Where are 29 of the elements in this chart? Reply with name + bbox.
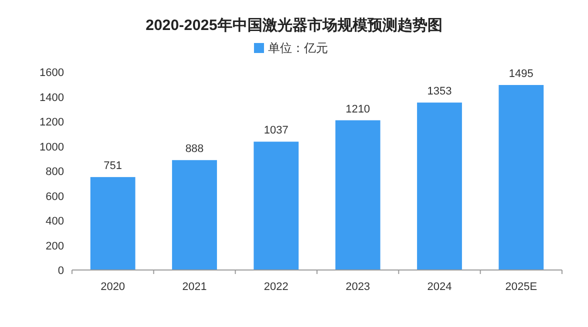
data-label: 1210 [346,103,370,116]
y-tick-label: 400 [46,216,64,228]
y-tick-label: 0 [58,265,64,277]
bar [172,160,217,270]
bar [417,102,462,270]
x-tick-label: 2021 [182,281,207,293]
bar [335,120,380,270]
x-tick-label: 2025E [505,281,538,293]
bar [254,142,299,270]
y-tick-label: 1200 [40,116,64,128]
data-label: 751 [104,160,122,172]
bar [90,177,136,270]
x-tick-label: 2022 [264,281,288,293]
data-label: 1495 [508,68,534,80]
y-tick-label: 1000 [40,141,64,154]
x-tick-label: 2020 [100,281,126,293]
y-tick-label: 200 [46,240,64,252]
data-label: 1353 [427,86,452,98]
x-tick-label: 2024 [427,281,452,293]
chart-title: 2020-2025年中国激光器市场规模预测趋势图 [146,16,442,34]
bar [498,84,544,270]
y-tick-label: 1400 [40,92,64,104]
data-label: 1037 [264,124,288,137]
y-tick-label: 1600 [40,67,64,79]
data-label: 888 [185,143,204,156]
y-tick-label: 800 [46,166,64,178]
y-tick-label: 600 [46,190,64,203]
legend-label: 单位：亿元 [268,41,328,55]
x-tick-label: 2023 [346,281,370,293]
